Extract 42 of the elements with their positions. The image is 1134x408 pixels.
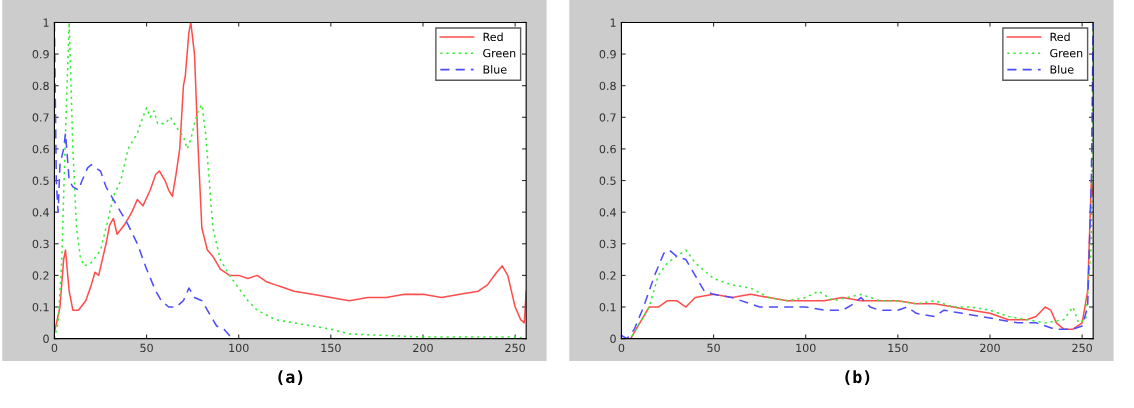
y-tick-label: 0.4 — [599, 208, 616, 217]
x-tick-label: 0 — [618, 343, 625, 353]
y-tick-label: 1 — [43, 18, 49, 27]
x-tick-label: 200 — [413, 343, 433, 353]
legend-label: Red — [1050, 32, 1070, 42]
legend-label: Green — [1050, 48, 1083, 58]
y-tick-label: 0 — [610, 334, 616, 344]
y-tick-label: 0.1 — [599, 302, 616, 312]
y-tick-label: 1 — [610, 18, 616, 27]
y-tick-label: 0.8 — [32, 81, 49, 91]
y-tick-label: 0.9 — [599, 50, 616, 59]
y-tick-label: 0.7 — [599, 113, 616, 122]
x-tick-label: 250 — [1072, 343, 1092, 353]
legend-label: Red — [483, 32, 503, 42]
x-tick-label: 50 — [140, 343, 153, 353]
y-tick-label: 0.6 — [599, 144, 616, 154]
y-tick-label: 0.5 — [32, 176, 49, 185]
x-tick-label: 100 — [229, 343, 249, 353]
y-tick-label: 0.8 — [599, 81, 616, 91]
x-tick-label: 150 — [888, 343, 908, 353]
x-tick-label: 200 — [980, 343, 1000, 353]
x-tick-label: 50 — [707, 343, 720, 353]
x-tick-label: 100 — [796, 343, 816, 353]
y-tick-label: 0.5 — [599, 176, 616, 185]
y-tick-label: 0 — [43, 334, 49, 344]
y-tick-label: 0.3 — [599, 239, 616, 249]
x-tick-label: 0 — [51, 343, 58, 353]
legend-label: Blue — [483, 65, 507, 74]
y-tick-label: 0.1 — [32, 302, 49, 312]
y-tick-label: 0.4 — [32, 208, 49, 217]
legend-label: Green — [483, 48, 516, 58]
y-tick-label: 0.2 — [599, 271, 616, 280]
y-tick-label: 0.2 — [32, 271, 49, 280]
text: (b) — [845, 370, 870, 386]
text: (a) — [278, 370, 303, 386]
legend-label: Blue — [1050, 65, 1074, 74]
x-tick-label: 150 — [321, 343, 341, 353]
y-tick-label: 0.3 — [32, 239, 49, 249]
y-tick-label: 0.7 — [32, 113, 49, 122]
y-tick-label: 0.6 — [32, 144, 49, 154]
y-tick-label: 0.9 — [32, 50, 49, 59]
x-tick-label: 250 — [505, 343, 525, 353]
